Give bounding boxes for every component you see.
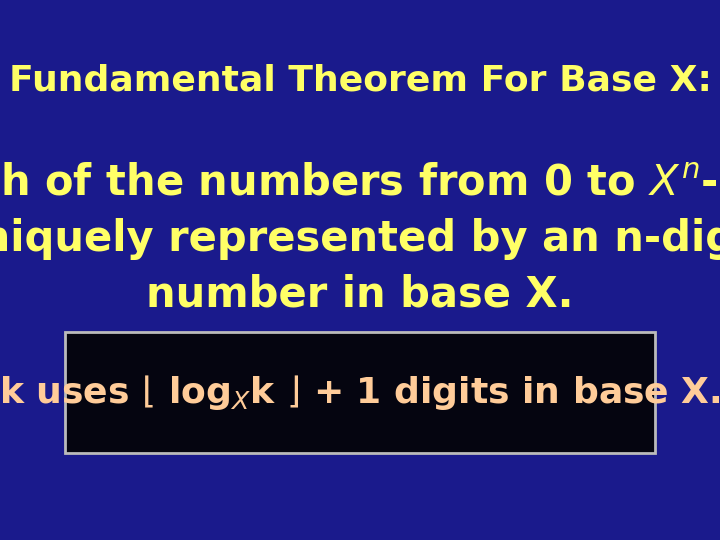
- Text: uniquely represented by an n-digit: uniquely represented by an n-digit: [0, 218, 720, 260]
- Text: Each of the numbers from 0 to $X^n$-1 is: Each of the numbers from 0 to $X^n$-1 is: [0, 161, 720, 204]
- Text: Fundamental Theorem For Base X:: Fundamental Theorem For Base X:: [9, 64, 711, 98]
- FancyBboxPatch shape: [66, 332, 654, 453]
- Text: number in base X.: number in base X.: [146, 274, 574, 316]
- Text: k uses $\lfloor$ log$_X$k $\rfloor$ + 1 digits in base X.: k uses $\lfloor$ log$_X$k $\rfloor$ + 1 …: [0, 373, 720, 411]
